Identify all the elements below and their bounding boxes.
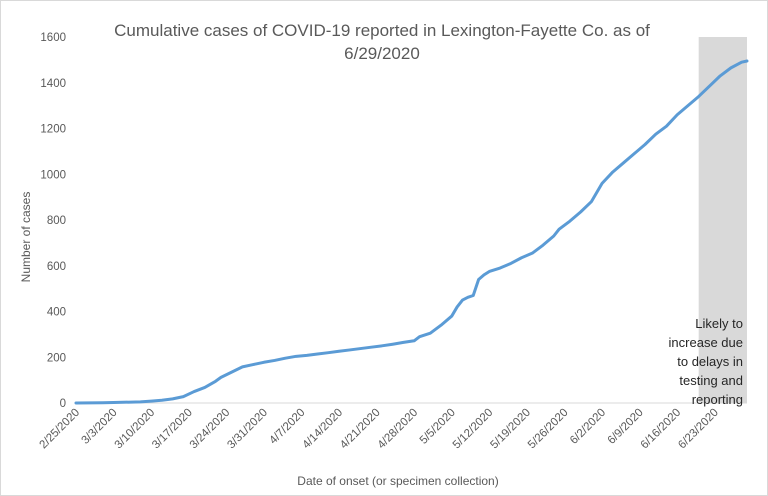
y-tick-label: 1600	[40, 32, 66, 44]
annotation-line: testing and	[679, 373, 743, 388]
x-tick-label: 2/25/2020	[37, 407, 82, 452]
series-line	[74, 59, 749, 405]
annotation-line: Likely to	[695, 316, 743, 331]
y-tick-label: 1000	[40, 169, 66, 181]
shaded-region	[698, 37, 747, 403]
title-line: Cumulative cases of COVID-19 reported in…	[114, 21, 650, 40]
y-tick-label: 600	[47, 261, 66, 273]
annotation-line: to delays in	[677, 354, 743, 369]
series-layer	[74, 59, 749, 405]
annotation-line: reporting	[692, 392, 743, 407]
y-tick-label: 1400	[40, 78, 66, 90]
y-tick-labels: 0 200 400 600 800 1000 1200 1400 1600	[40, 32, 66, 410]
y-tick-label: 200	[47, 352, 66, 364]
chart-title: Cumulative cases of COVID-19 reported in…	[114, 21, 650, 63]
x-tick-label: 5/26/2020	[526, 407, 571, 452]
shade-layer	[698, 37, 747, 403]
x-axis-label: Date of onset (or specimen collection)	[297, 474, 498, 488]
x-tick-labels: 2/25/20203/3/20203/10/20203/17/20203/24/…	[37, 407, 720, 452]
x-tick-label: 6/2/2020	[568, 407, 608, 447]
x-tick-label: 4/28/2020	[376, 407, 421, 452]
x-tick-label: 3/31/2020	[225, 407, 270, 452]
y-tick-label: 1200	[40, 124, 66, 136]
annotation-line: increase due	[669, 335, 743, 350]
x-tick-label: 6/23/2020	[676, 407, 721, 452]
y-tick-label: 800	[47, 215, 66, 227]
annotation: Likely to increase due to delays in testing…	[669, 316, 743, 407]
y-tick-label: 0	[60, 398, 66, 410]
y-tick-label: 400	[47, 307, 66, 319]
title-line: 6/29/2020	[344, 44, 420, 63]
y-axis-label: Number of cases	[19, 192, 33, 283]
